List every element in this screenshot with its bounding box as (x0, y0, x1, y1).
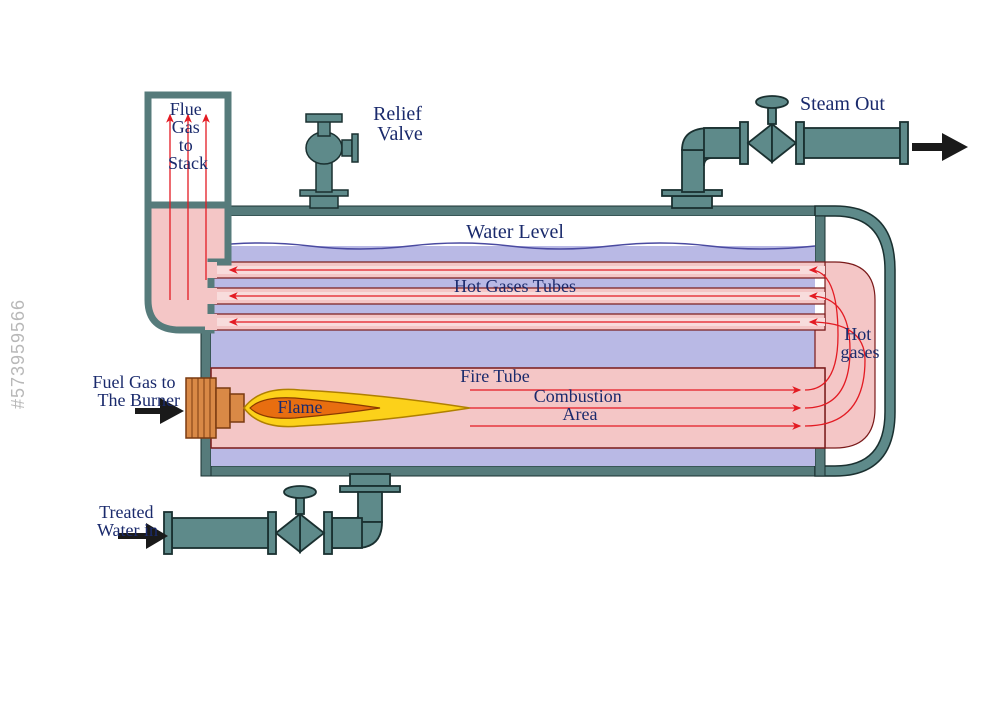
water-level-label: Water Level (466, 221, 564, 243)
flue-gas-label: Flue Gas to Stack (168, 99, 208, 173)
hot-gases-label: Hot gases (841, 324, 880, 362)
vessel-wall-top (201, 206, 825, 216)
flame-label: Flame (278, 397, 323, 417)
steam-out-label: Steam Out (800, 93, 885, 115)
hot-gases-tubes-label: Hot Gases Tubes (454, 276, 576, 296)
watermark-text: #573959566 (8, 298, 29, 408)
fire-tube-label: Fire Tube (460, 366, 530, 386)
relief-valve (300, 114, 358, 208)
water-in-pipe (164, 474, 400, 554)
steam-out-arrow-icon (912, 133, 968, 161)
boiler-diagram: Flue Gas to Stack Relief Valve Steam Out… (0, 0, 1000, 707)
relief-valve-label: Relief Valve (373, 103, 427, 145)
treated-water-label: Treated Water in (97, 502, 158, 540)
fuel-gas-label: Fuel Gas to The Burner (93, 372, 181, 410)
vessel-wall-bottom (201, 466, 825, 476)
